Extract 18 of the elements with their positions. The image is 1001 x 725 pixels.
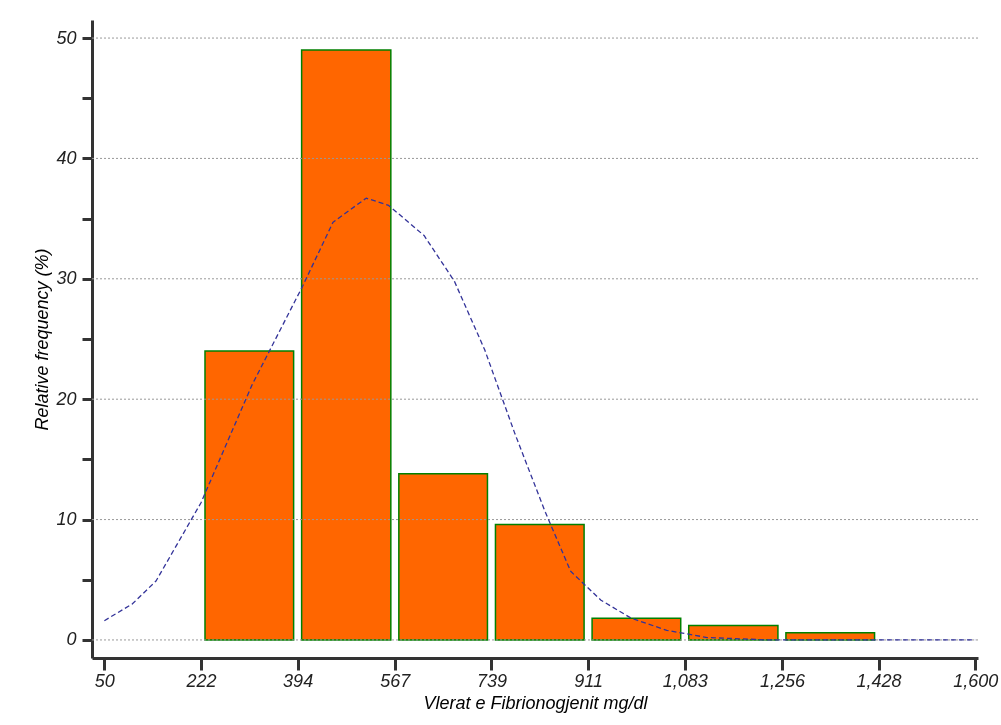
x-tick-label: 222 — [185, 670, 217, 691]
x-tick-label: 1,428 — [856, 670, 902, 691]
x-tick-label: 50 — [94, 670, 115, 691]
y-tick-label: 30 — [56, 268, 77, 289]
x-tick-label: 1,600 — [953, 670, 999, 691]
x-tick-label: 1,083 — [662, 670, 708, 691]
y-axis-title: Relative frequency (%) — [32, 248, 53, 431]
x-tick-label: 739 — [476, 670, 507, 691]
x-tick-label: 394 — [283, 670, 314, 691]
y-tick-label: 50 — [56, 27, 77, 48]
y-tick-label: 20 — [55, 388, 77, 409]
x-tick-label: 911 — [574, 670, 603, 691]
y-tick-label: 0 — [66, 629, 77, 650]
y-tick-label: 40 — [56, 147, 77, 168]
x-axis-title: Vlerat e Fibrionogjenit mg/dl — [423, 692, 649, 713]
y-tick-label: 10 — [56, 509, 77, 530]
x-tick-label: 1,256 — [759, 670, 806, 691]
x-tick-label: 567 — [380, 670, 412, 691]
